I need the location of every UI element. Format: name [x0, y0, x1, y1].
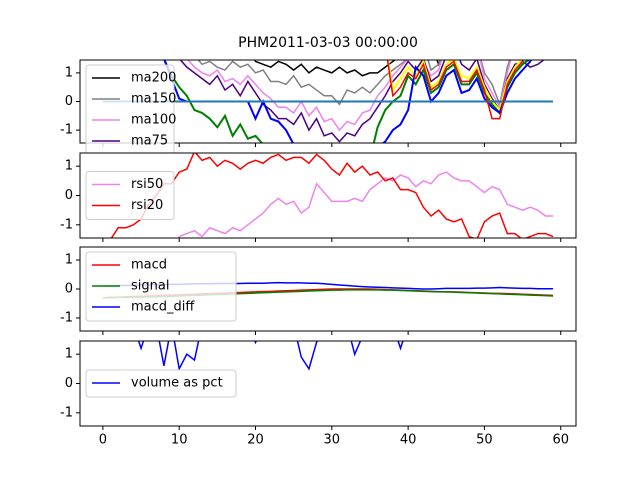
- y-tick-label: 0: [65, 94, 73, 109]
- series-line: [187, 60, 512, 132]
- legend: rsi50 rsi20: [85, 171, 175, 220]
- axes-frame: [79, 340, 577, 427]
- axes-frame: [79, 59, 577, 144]
- legend: macd signal macd_diff: [85, 251, 237, 322]
- y-tick-label: 1: [65, 347, 73, 362]
- y-tick-label: -1: [60, 405, 73, 420]
- legend-box: [85, 171, 175, 220]
- subplot: -1 0 1 rsi50 rsi20: [60, 152, 577, 242]
- chart-title: PHM2011-03-03 00:00:00: [238, 35, 418, 51]
- legend-box: [85, 369, 237, 398]
- x-tick-label: 20: [247, 433, 264, 448]
- series-line: [163, 60, 530, 143]
- y-tick-label: -1: [60, 217, 73, 232]
- series-line: [386, 60, 525, 120]
- legend-label: ma75: [131, 134, 168, 149]
- y-tick-label: -1: [60, 310, 73, 325]
- series-line: [137, 341, 404, 372]
- axes-frame: [79, 152, 577, 239]
- y-tick-label: 0: [65, 376, 73, 391]
- plot-area: [110, 153, 554, 238]
- legend-label: macd_diff: [131, 300, 195, 315]
- x-tick-label: 10: [171, 433, 188, 448]
- series-line: [177, 171, 554, 238]
- y-tick-label: 1: [65, 159, 73, 174]
- x-tick-label: 50: [476, 433, 493, 448]
- x-tick-label: 60: [552, 433, 569, 448]
- series-line: [179, 60, 545, 143]
- legend: volume as pct: [85, 369, 237, 398]
- y-tick-label: 0: [65, 282, 73, 297]
- axes-frame: [79, 246, 577, 332]
- y-tick-label: 1: [65, 253, 73, 268]
- legend-label: macd: [131, 258, 167, 273]
- legend-label: volume as pct: [131, 376, 223, 391]
- legend-label: rsi50: [131, 177, 163, 192]
- x-tick-label: 0: [99, 433, 107, 448]
- x-tick-label: 30: [324, 433, 341, 448]
- series-line: [254, 60, 442, 77]
- legend-label: rsi20: [131, 198, 163, 213]
- legend-box: [85, 251, 237, 322]
- y-tick-label: 1: [65, 65, 73, 80]
- y-tick-label: -1: [60, 123, 73, 138]
- plot-area: [137, 341, 404, 372]
- legend-label: signal: [131, 279, 169, 294]
- legend-label: ma100: [131, 113, 176, 128]
- legend-label: ma150: [131, 92, 176, 107]
- series-line: [163, 60, 532, 143]
- series-line: [197, 60, 511, 108]
- plot-area: [102, 60, 554, 143]
- legend-label: ma200: [131, 71, 176, 86]
- y-tick-label: 0: [65, 188, 73, 203]
- series-line: [386, 60, 523, 113]
- series-line: [110, 153, 554, 238]
- subplot: -1 0 1 macd signal macd_diff: [60, 246, 577, 335]
- x-tick-label: 40: [400, 433, 417, 448]
